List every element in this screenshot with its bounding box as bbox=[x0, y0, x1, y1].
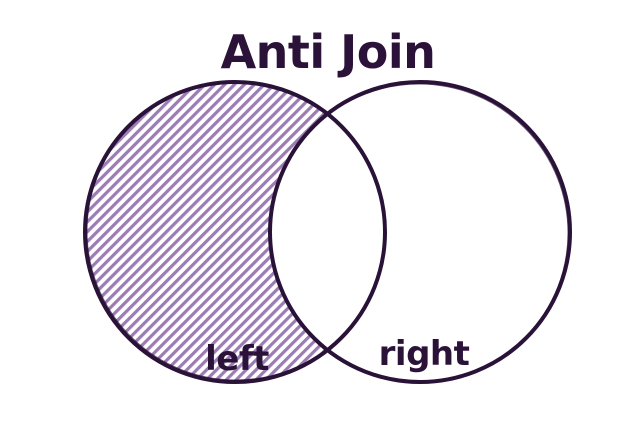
diagram-title: Anti Join bbox=[221, 25, 436, 79]
left-only-region bbox=[85, 82, 385, 382]
left-set-circle bbox=[83, 80, 387, 384]
right-set-label: right bbox=[379, 334, 470, 374]
left-set-label: left bbox=[205, 339, 269, 379]
right-set-circle bbox=[268, 80, 572, 384]
